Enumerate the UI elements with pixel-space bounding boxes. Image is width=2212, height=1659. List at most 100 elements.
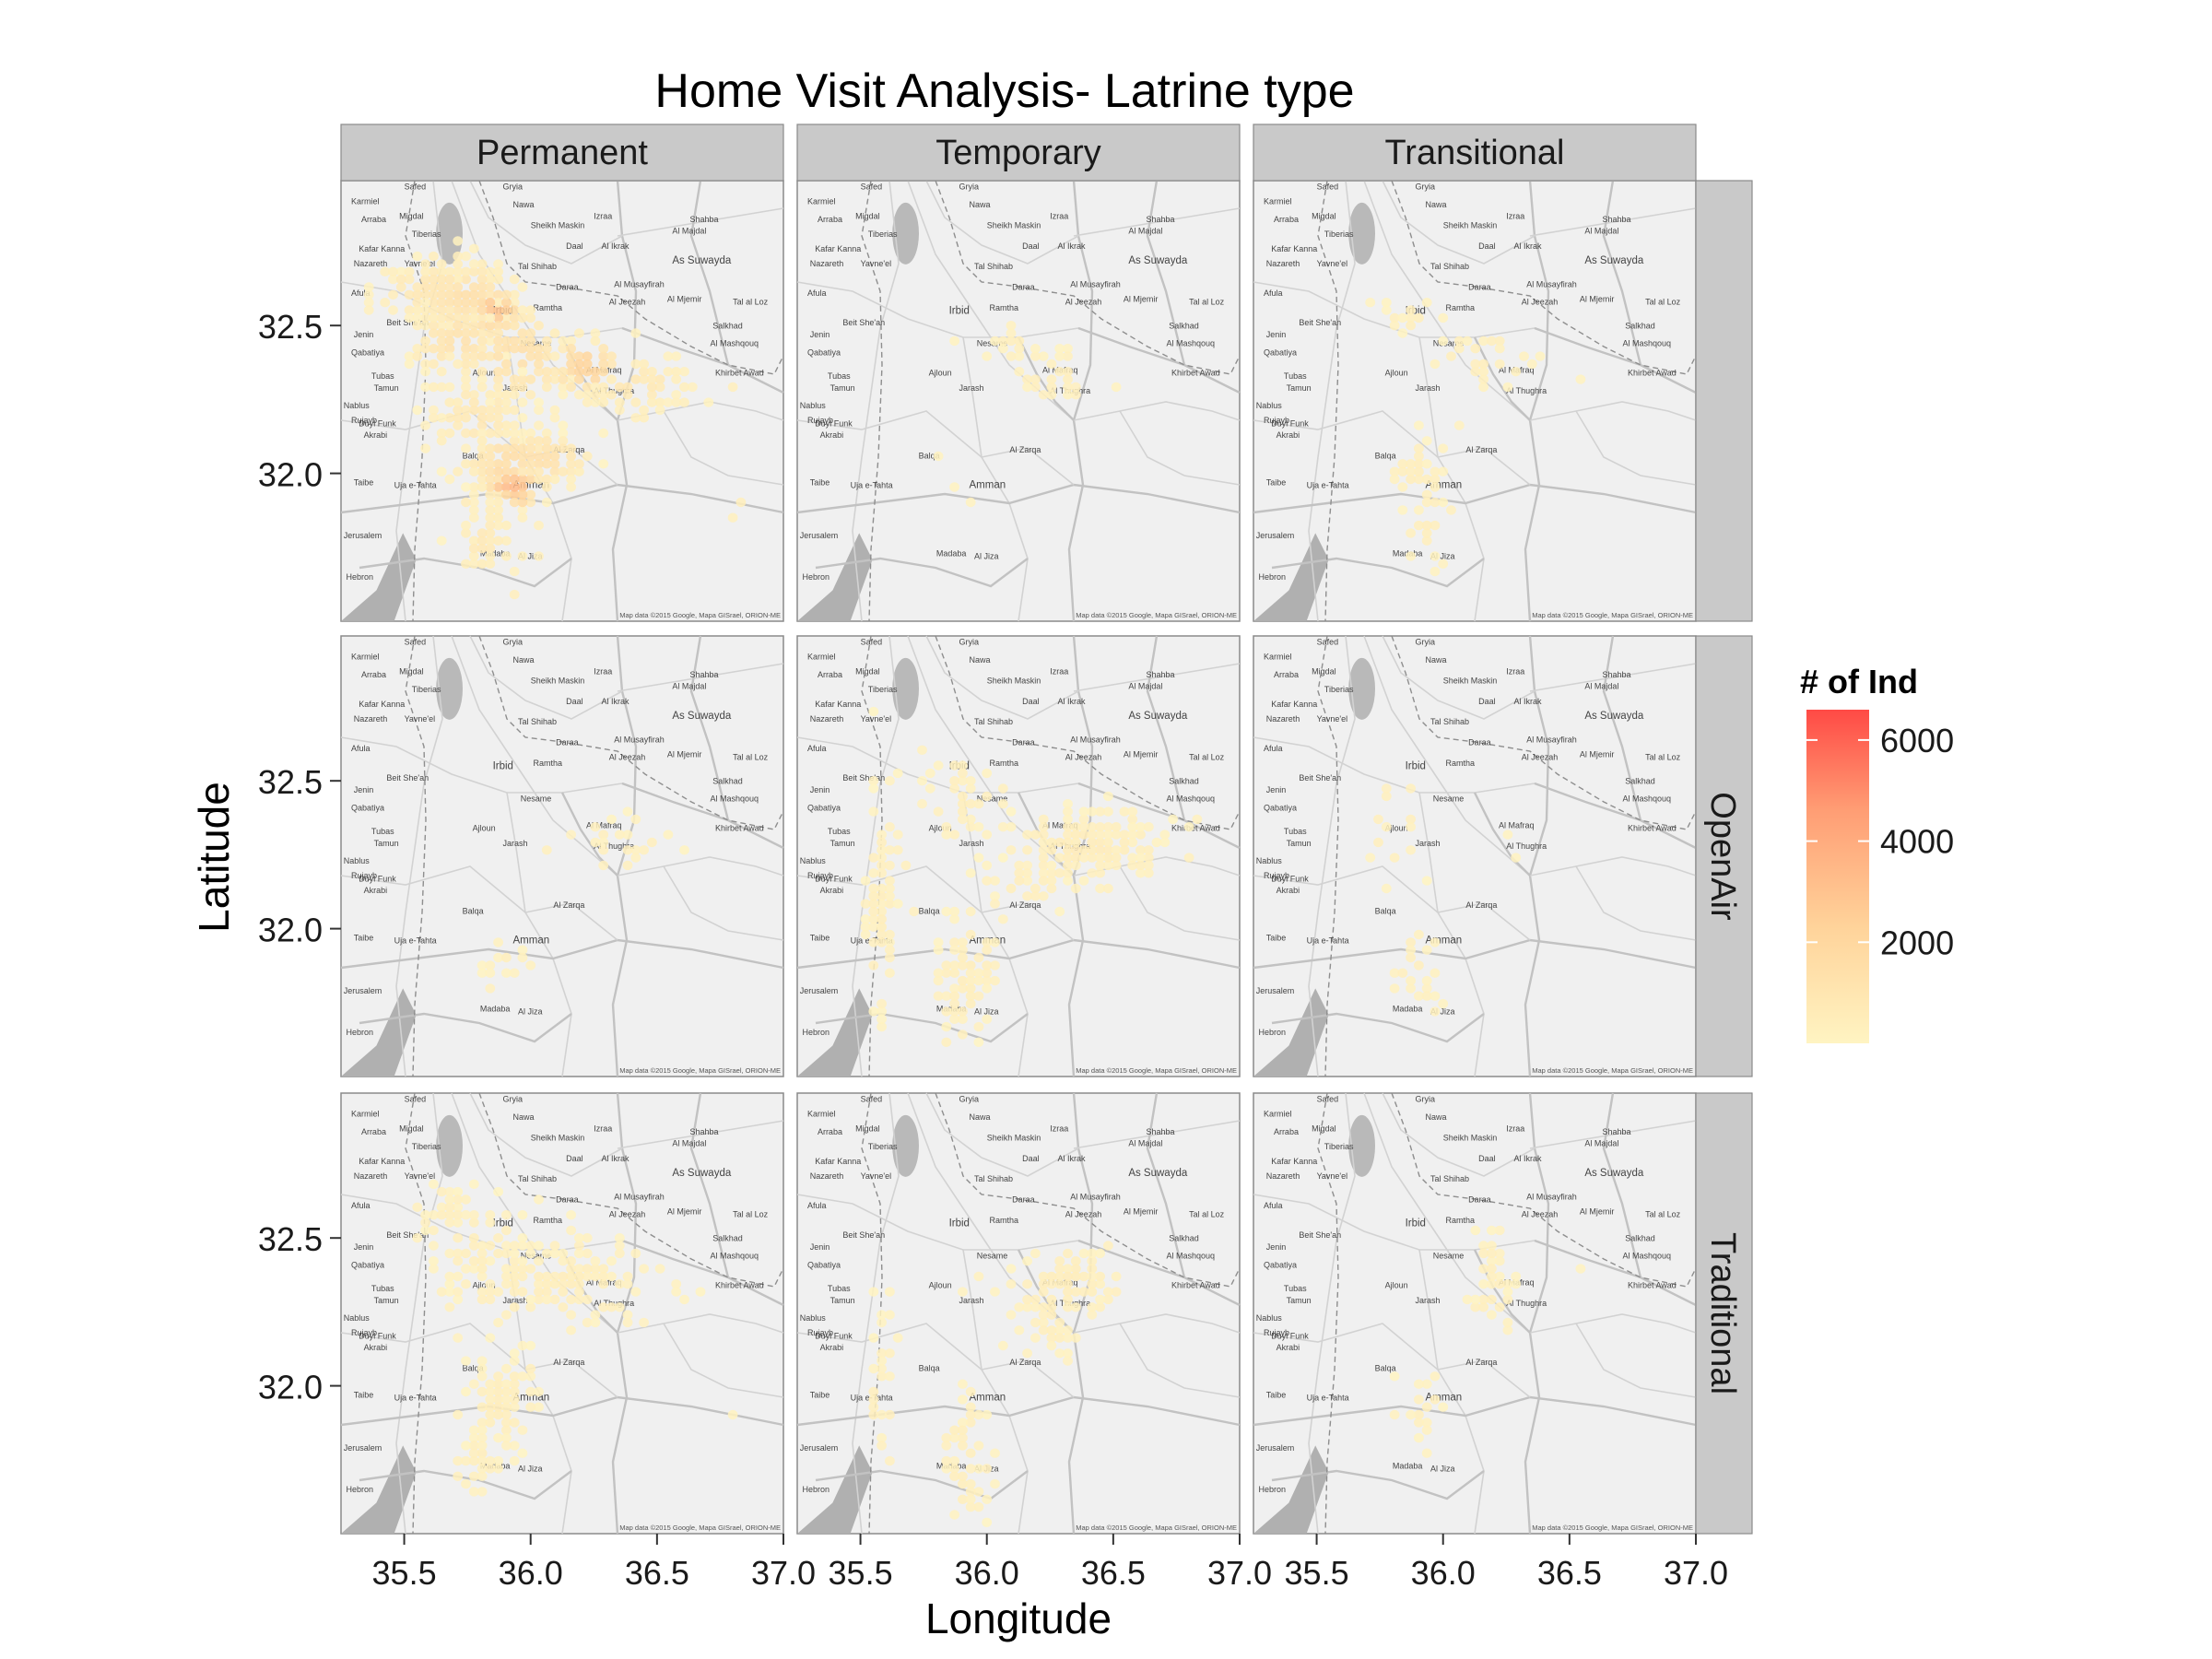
heat-cell: [965, 929, 976, 940]
heat-cell: [436, 382, 447, 393]
map-label: Shahba: [1147, 670, 1175, 679]
heat-cell: [639, 374, 649, 384]
heat-cell: [1070, 1302, 1081, 1312]
heat-cell: [509, 289, 520, 300]
heat-cell: [1406, 1409, 1416, 1420]
heat-cell: [958, 1379, 968, 1389]
border-line: [1317, 635, 1339, 1077]
map-label: Taibe: [354, 477, 374, 487]
map-credit: Map data ©2015 Google, Mapa GISrael, ORI…: [1076, 611, 1237, 619]
heat-cell: [1119, 830, 1130, 840]
map-label: Madaba: [1393, 1004, 1423, 1013]
heat-cell: [436, 1287, 447, 1297]
heat-cell: [598, 382, 609, 393]
heat-cell: [477, 960, 488, 971]
heat-cell: [590, 1317, 601, 1328]
map-label: Nazareth: [810, 1171, 844, 1181]
heat-cell: [1038, 1310, 1049, 1320]
heat-cell: [412, 321, 423, 331]
heat-cell: [541, 367, 552, 377]
map-label: As Suwayda: [672, 1168, 732, 1179]
heat-cell: [477, 351, 488, 361]
map-label: Al Musayfirah: [1070, 279, 1121, 288]
heat-cell: [1046, 860, 1057, 871]
heat-cell: [444, 1279, 455, 1289]
heat-cell: [517, 497, 528, 508]
map-label: Sheikh Maskin: [987, 676, 1041, 685]
heat-cell: [436, 436, 447, 446]
heat-cell: [461, 1441, 471, 1451]
heat-cell: [1070, 1256, 1081, 1266]
heat-cell: [477, 289, 488, 300]
heat-cell: [501, 397, 512, 407]
heat-cell: [1046, 1333, 1057, 1343]
map-label: Ramtha: [1445, 759, 1475, 768]
map-labels: Safed GryiaNawaKarmielMigdalArrabaTiberia…: [800, 1095, 1225, 1494]
heat-cell: [461, 1455, 471, 1466]
heat-cell: [509, 968, 520, 978]
heat-cell: [1063, 1248, 1073, 1259]
heat-cell: [444, 298, 455, 308]
map-label: Arraba: [1274, 215, 1299, 224]
heat-cell: [1414, 1409, 1424, 1420]
heat-cell: [541, 436, 552, 446]
map-label: Al Jiza: [518, 1007, 543, 1017]
road-line: [1077, 782, 1241, 850]
heat-cell: [860, 929, 871, 940]
heat-cell: [493, 397, 503, 407]
heat-cell: [1487, 1310, 1497, 1320]
heat-cell: [395, 282, 406, 292]
heat-cell: [1014, 860, 1025, 871]
heat-cell: [965, 799, 976, 809]
heat-cell: [525, 1241, 536, 1251]
heat-cell: [941, 1037, 952, 1048]
heat-cell: [509, 1271, 520, 1282]
map-label: Safed: [405, 182, 427, 192]
road-line: [796, 1323, 982, 1371]
heat-cell: [485, 443, 496, 453]
map-label: Jerusalem: [800, 531, 839, 540]
heat-cell: [965, 1448, 976, 1458]
road-line: [1524, 635, 1550, 1077]
heat-cell: [885, 860, 895, 871]
heat-cell: [395, 274, 406, 285]
heat-cell: [517, 482, 528, 492]
heat-cell: [1414, 929, 1424, 940]
heat-cell: [997, 914, 1008, 924]
heat-cell: [453, 397, 464, 407]
heat-cell: [1038, 1271, 1049, 1282]
heat-cell: [517, 489, 528, 500]
map-label: Salkhad: [1169, 1233, 1199, 1242]
heat-cell: [1446, 505, 1456, 515]
heat-cell: [525, 328, 536, 338]
heat-cell: [420, 1210, 430, 1220]
map-label: Jenin: [810, 785, 830, 794]
map-label: Rujayb: [1264, 871, 1289, 880]
map-label: Duyl Funk: [1271, 874, 1309, 883]
heat-cell: [461, 328, 471, 338]
heat-cell: [468, 1264, 479, 1274]
heat-cell: [501, 1409, 512, 1420]
panel-temporary-openair: Safed GryiaNawaKarmielMigdalArrabaTiberia…: [796, 635, 1241, 1077]
heat-cell: [885, 776, 895, 786]
heat-cell: [477, 528, 488, 538]
map-label: Kafar Kanna: [359, 244, 405, 253]
heat-cell: [1430, 968, 1441, 978]
heat-cell: [877, 1014, 887, 1025]
heat-cell: [509, 1264, 520, 1274]
heat-cell: [1103, 1294, 1113, 1305]
heat-cell: [885, 899, 895, 909]
heat-cell: [982, 975, 993, 986]
road-line: [796, 410, 982, 458]
heat-cell: [444, 1287, 455, 1297]
heat-cell: [558, 382, 569, 393]
map-label: Khirbet Awad: [715, 824, 764, 833]
heat-cell: [468, 512, 479, 523]
heat-cell: [868, 776, 879, 786]
road-line: [1308, 180, 1356, 622]
heat-cell: [982, 960, 993, 971]
map-label: Yavne'el: [1317, 714, 1348, 724]
heat-cell: [965, 906, 976, 917]
heat-cell: [990, 1478, 1000, 1489]
heat-cell: [1030, 1317, 1041, 1328]
